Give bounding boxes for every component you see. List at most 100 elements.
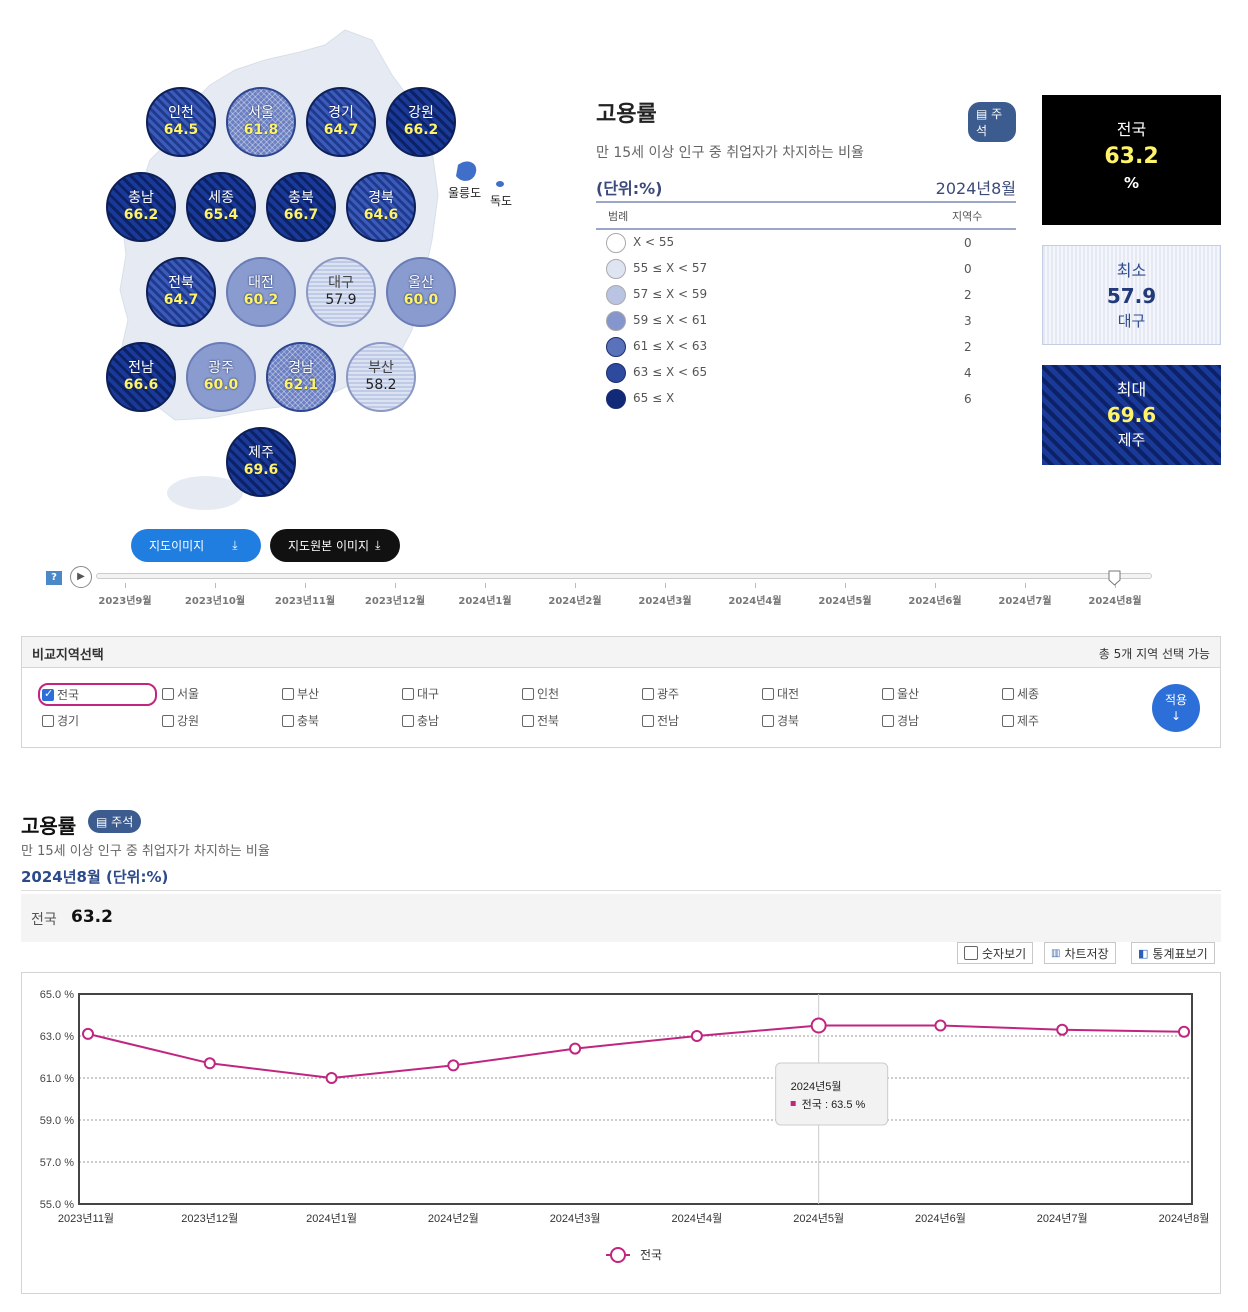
region-bubble[interactable]: 충북 66.7 [266,172,336,242]
timeline-label[interactable]: 2024년1월 [458,596,512,607]
timeline-tick [485,583,486,588]
legend-label: 61 ≤ X < 63 [633,339,708,353]
legend-swatch [606,337,626,357]
compare-checkbox[interactable]: 경북 [762,712,799,729]
timeline-label[interactable]: 2024년5월 [818,596,872,607]
compare-checkbox[interactable]: 광주 [642,685,679,702]
national-value: 63.2 [1104,144,1159,170]
timeline-label[interactable]: 2024년4월 [728,596,782,607]
region-bubble[interactable]: 전남 66.6 [106,342,176,412]
timeline-label[interactable]: 2024년6월 [908,596,962,607]
save-chart-button[interactable]: ▥ 차트저장 [1044,942,1116,964]
map-original-label: 지도원본 이미지 [288,539,370,553]
region-bubble[interactable]: 강원 66.2 [386,87,456,157]
data-point [82,1027,94,1040]
data-point [1178,1025,1190,1038]
region-bubble[interactable]: 경기 64.7 [306,87,376,157]
checkbox-icon [42,714,54,727]
region-bubble[interactable]: 제주 69.6 [226,427,296,497]
region-bubble[interactable]: 인천 64.5 [146,87,216,157]
timeline-label[interactable]: 2024년3월 [638,596,692,607]
compare-checkbox[interactable]: 인천 [522,685,559,702]
legend-marker [610,1247,626,1263]
table-view-button[interactable]: ◧ 통계표보기 [1131,942,1215,964]
region-name: 충남 [128,190,154,207]
legend-note-button[interactable]: ▤ 주석 [968,102,1016,142]
region-value: 62.1 [283,377,319,393]
compare-checkbox[interactable]: 제주 [1002,712,1039,729]
map-image-download-button[interactable]: 지도이미지 ⤓ [131,529,261,562]
region-value: 64.7 [323,122,359,138]
region-bubble[interactable]: 서울 61.8 [226,87,296,157]
compare-checkbox[interactable]: 세종 [1002,685,1039,702]
legend-label: 55 ≤ X < 57 [633,261,708,275]
min-label: 최소 [1116,261,1147,280]
compare-checkbox[interactable]: 대전 [762,685,799,702]
compare-checkbox[interactable]: 대구 [402,685,439,702]
region-bubble[interactable]: 전북 64.7 [146,257,216,327]
compare-checkbox-label: 대전 [777,687,800,701]
play-icon[interactable]: ▶ [70,566,92,588]
compare-checkbox[interactable]: 경남 [882,712,919,729]
region-name: 제주 [248,445,274,462]
timeline-label[interactable]: 2023년10월 [184,596,246,607]
timeline-tick [1115,583,1116,588]
compare-checkbox[interactable]: 서울 [162,685,199,702]
timeline-tick [215,583,216,588]
timeline-label[interactable]: 2024년8월 [1088,596,1142,607]
checkbox-icon [1002,687,1014,700]
compare-checkbox[interactable]: 부산 [282,685,319,702]
compare-checkbox[interactable]: 경기 [42,712,79,729]
checkbox-icon [642,714,654,727]
region-bubble[interactable]: 충남 66.2 [106,172,176,242]
dokdo-label: 독도 [490,194,513,208]
timeline-label[interactable]: 2023년9월 [98,596,152,607]
compare-checkbox[interactable]: 충남 [402,712,439,729]
show-numbers-toggle[interactable]: 숫자보기 [957,942,1034,964]
compare-checkbox[interactable]: 전국 [38,683,158,706]
legend-subtitle: 만 15세 이상 인구 중 취업자가 차지하는 비율 [596,145,864,161]
region-bubble[interactable]: 부산 58.2 [346,342,416,412]
checkbox-icon [282,714,294,727]
region-name: 전남 [128,360,154,377]
timeline-label[interactable]: 2024년7월 [998,596,1052,607]
data-point [1056,1023,1069,1036]
checkbox-icon [762,714,774,727]
compare-checkbox[interactable]: 전남 [642,712,679,729]
compare-checkbox[interactable]: 전북 [522,712,559,729]
apply-button[interactable]: 적용 ↓ [1152,684,1200,732]
timeline-help-button[interactable]: ? [46,571,62,585]
y-tick-label: 61.0 % [40,1073,74,1085]
y-tick-label: 55.0 % [40,1199,74,1211]
compare-checkbox[interactable]: 충북 [282,712,319,729]
compare-checkbox[interactable]: 울산 [882,685,919,702]
map-image-label: 지도이미지 [149,539,205,553]
region-bubble[interactable]: 경남 62.1 [266,342,336,412]
region-value: 60.2 [243,292,279,308]
region-bubble[interactable]: 울산 60.0 [386,257,456,327]
region-bubble[interactable]: 경북 64.6 [346,172,416,242]
timeline-label[interactable]: 2023년12월 [364,596,426,607]
timeline-tick [575,583,576,588]
timeline-track[interactable] [96,573,1152,579]
region-bubble[interactable]: 대전 60.2 [226,257,296,327]
x-tick-label: 2024년1월 [306,1212,357,1225]
note-icon: ▤ [976,107,988,121]
timeline-handle[interactable] [1108,570,1121,586]
region-value: 64.7 [163,292,199,308]
legend-count: 0 [964,236,972,250]
region-bubble[interactable]: 세종 65.4 [186,172,256,242]
data-point [569,1042,582,1055]
region-bubble[interactable]: 광주 60.0 [186,342,256,412]
region-bubble[interactable]: 대구 57.9 [306,257,376,327]
compare-checkbox[interactable]: 강원 [162,712,199,729]
timeline-label[interactable]: 2023년11월 [274,596,336,607]
map-original-download-button[interactable]: 지도원본 이미지 ⤓ [270,529,400,562]
region-name: 대구 [328,275,354,292]
section-period-unit: 2024년8월 (단위:%) [21,868,169,886]
section-note-button[interactable]: ▤ 주석 [88,810,142,833]
summary-label: 전국 [31,912,57,928]
legend-row: 55 ≤ X < 57 0 [596,258,1016,284]
timeline-label[interactable]: 2024년2월 [548,596,602,607]
legend-col-header: 범례 [608,210,629,223]
